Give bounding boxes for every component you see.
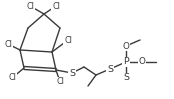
Text: O: O bbox=[139, 58, 145, 67]
Text: S: S bbox=[69, 69, 75, 78]
Text: S: S bbox=[107, 65, 113, 73]
Text: O: O bbox=[122, 41, 129, 50]
Text: Cl: Cl bbox=[56, 78, 64, 87]
Text: Cl: Cl bbox=[52, 1, 60, 10]
Text: Cl: Cl bbox=[64, 36, 72, 44]
Text: Cl: Cl bbox=[8, 73, 16, 82]
Text: Cl: Cl bbox=[26, 1, 34, 10]
Text: P: P bbox=[123, 58, 129, 67]
Text: Cl: Cl bbox=[4, 40, 12, 49]
Text: S: S bbox=[123, 73, 129, 82]
